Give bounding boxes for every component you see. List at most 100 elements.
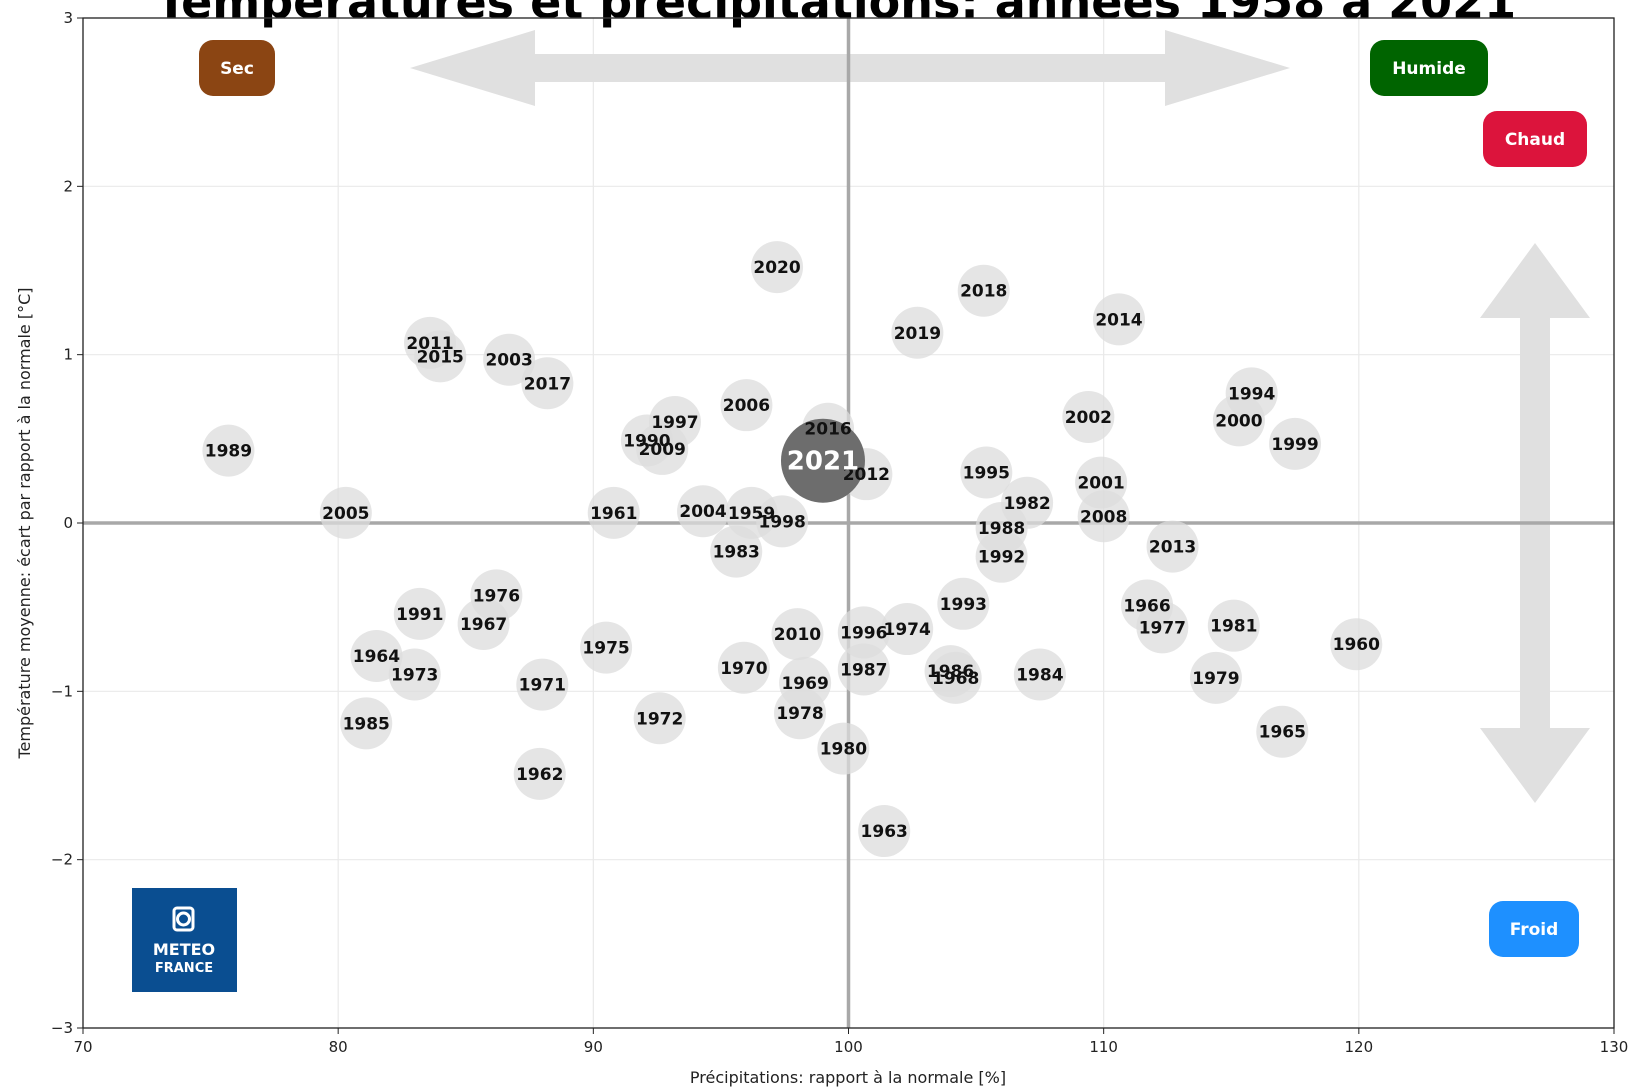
point-label-1994: 1994 <box>1228 384 1275 404</box>
y-tick-label: 2 <box>63 177 73 195</box>
logo-emblem-icon <box>172 906 195 932</box>
point-label-1972: 1972 <box>636 709 683 729</box>
point-1996 <box>837 606 890 659</box>
point-label-1970: 1970 <box>720 659 767 679</box>
axis-ticks: 70 80 90 100 110 120 130 −3 −2 −1 0 1 2 3 <box>51 9 1628 1056</box>
point-label-1973: 1973 <box>391 666 438 686</box>
point-label-1966: 1966 <box>1123 596 1170 616</box>
point-label-1980: 1980 <box>820 740 867 760</box>
point-label-1959: 1959 <box>728 504 775 524</box>
point-label-1991: 1991 <box>396 605 443 625</box>
point-label-1965: 1965 <box>1259 723 1306 743</box>
badge-sec: Sec <box>199 40 275 96</box>
data-markers <box>202 241 1383 858</box>
point-label-1997: 1997 <box>651 413 698 433</box>
logo-line2: FRANCE <box>155 961 213 976</box>
point-label-2002: 2002 <box>1065 408 1112 428</box>
point-2002 <box>1062 390 1115 443</box>
point-label-2003: 2003 <box>485 351 532 371</box>
point-label-1971: 1971 <box>519 676 566 696</box>
point-label-1996: 1996 <box>840 623 887 643</box>
point-1983 <box>710 525 763 578</box>
badge-humide-label: Humide <box>1392 59 1466 79</box>
point-1971 <box>516 658 569 711</box>
badge-humide: Humide <box>1370 40 1488 96</box>
point-label-1998: 1998 <box>758 512 805 532</box>
point-label-1990: 1990 <box>623 432 670 452</box>
point-label-2005: 2005 <box>322 504 369 524</box>
point-label-1961: 1961 <box>590 504 637 524</box>
point-label-1986: 1986 <box>927 662 974 682</box>
point-label-2015: 2015 <box>417 347 464 367</box>
point-label-1983: 1983 <box>713 543 760 563</box>
point-label-2010: 2010 <box>774 625 821 645</box>
point-label-2008: 2008 <box>1080 507 1127 527</box>
badge-froid-label: Froid <box>1510 920 1559 940</box>
x-tick-label: 70 <box>73 1038 92 1056</box>
point-1991 <box>393 587 446 640</box>
point-1989 <box>202 424 255 477</box>
point-2018 <box>957 264 1010 317</box>
badge-sec-label: Sec <box>220 59 254 79</box>
point-label-2009: 2009 <box>639 440 686 460</box>
point-1987 <box>837 643 890 696</box>
point-label-1982: 1982 <box>1003 494 1050 514</box>
x-tick-label: 100 <box>834 1038 863 1056</box>
point-2014 <box>1092 293 1145 346</box>
y-tick-label: −3 <box>51 1019 73 1037</box>
point-1975 <box>580 621 633 674</box>
point-2004 <box>677 485 730 538</box>
point-label-1987: 1987 <box>840 660 887 680</box>
point-1962 <box>513 747 566 800</box>
plot-frame <box>82 17 1615 1029</box>
x-tick-label: 130 <box>1600 1038 1629 1056</box>
point-label-1964: 1964 <box>353 647 400 667</box>
point-1965 <box>1256 705 1309 758</box>
point-2015 <box>414 330 467 383</box>
point-1978 <box>774 687 827 740</box>
x-tick-label: 80 <box>329 1038 348 1056</box>
point-label-1992: 1992 <box>978 548 1025 568</box>
point-1993 <box>937 577 990 630</box>
point-1995 <box>960 446 1013 499</box>
point-label-1985: 1985 <box>343 714 390 734</box>
point-label-2011: 2011 <box>406 334 453 354</box>
point-2005 <box>319 486 372 539</box>
point-label-1978: 1978 <box>776 704 823 724</box>
point-2013 <box>1146 520 1199 573</box>
point-label-1969: 1969 <box>781 674 828 694</box>
point-label-1984: 1984 <box>1016 666 1063 686</box>
y-tick-label: −1 <box>51 682 73 700</box>
point-1985 <box>340 697 393 750</box>
point-label-2012: 2012 <box>843 465 890 485</box>
logo-line1: METEO <box>153 940 215 959</box>
point-label-1974: 1974 <box>884 620 931 640</box>
point-1977 <box>1136 601 1189 654</box>
point-label-1960: 1960 <box>1333 635 1380 655</box>
y-tick-label: 3 <box>63 9 73 27</box>
badge-froid: Froid <box>1489 901 1579 957</box>
point-1982 <box>1001 476 1054 529</box>
point-label-1977: 1977 <box>1139 618 1186 638</box>
point-1970 <box>717 641 770 694</box>
point-label-1963: 1963 <box>861 822 908 842</box>
point-label-1999: 1999 <box>1271 435 1318 455</box>
point-1960 <box>1330 618 1383 671</box>
point-1980 <box>817 722 870 775</box>
point-1963 <box>858 805 911 858</box>
y-tick-label: −2 <box>51 851 73 869</box>
point-label-1968: 1968 <box>932 669 979 689</box>
point-1998 <box>756 495 809 548</box>
point-2006 <box>720 379 773 432</box>
point-label-2013: 2013 <box>1149 538 1196 558</box>
badge-chaud-label: Chaud <box>1505 130 1565 150</box>
point-label-2018: 2018 <box>960 282 1007 302</box>
x-tick-label: 110 <box>1089 1038 1118 1056</box>
point-label-2017: 2017 <box>524 374 571 394</box>
point-1974 <box>881 603 934 656</box>
point-1979 <box>1189 651 1242 704</box>
point-1967 <box>457 598 510 650</box>
chart-title: Températures et précipitations: années 1… <box>156 0 1516 29</box>
